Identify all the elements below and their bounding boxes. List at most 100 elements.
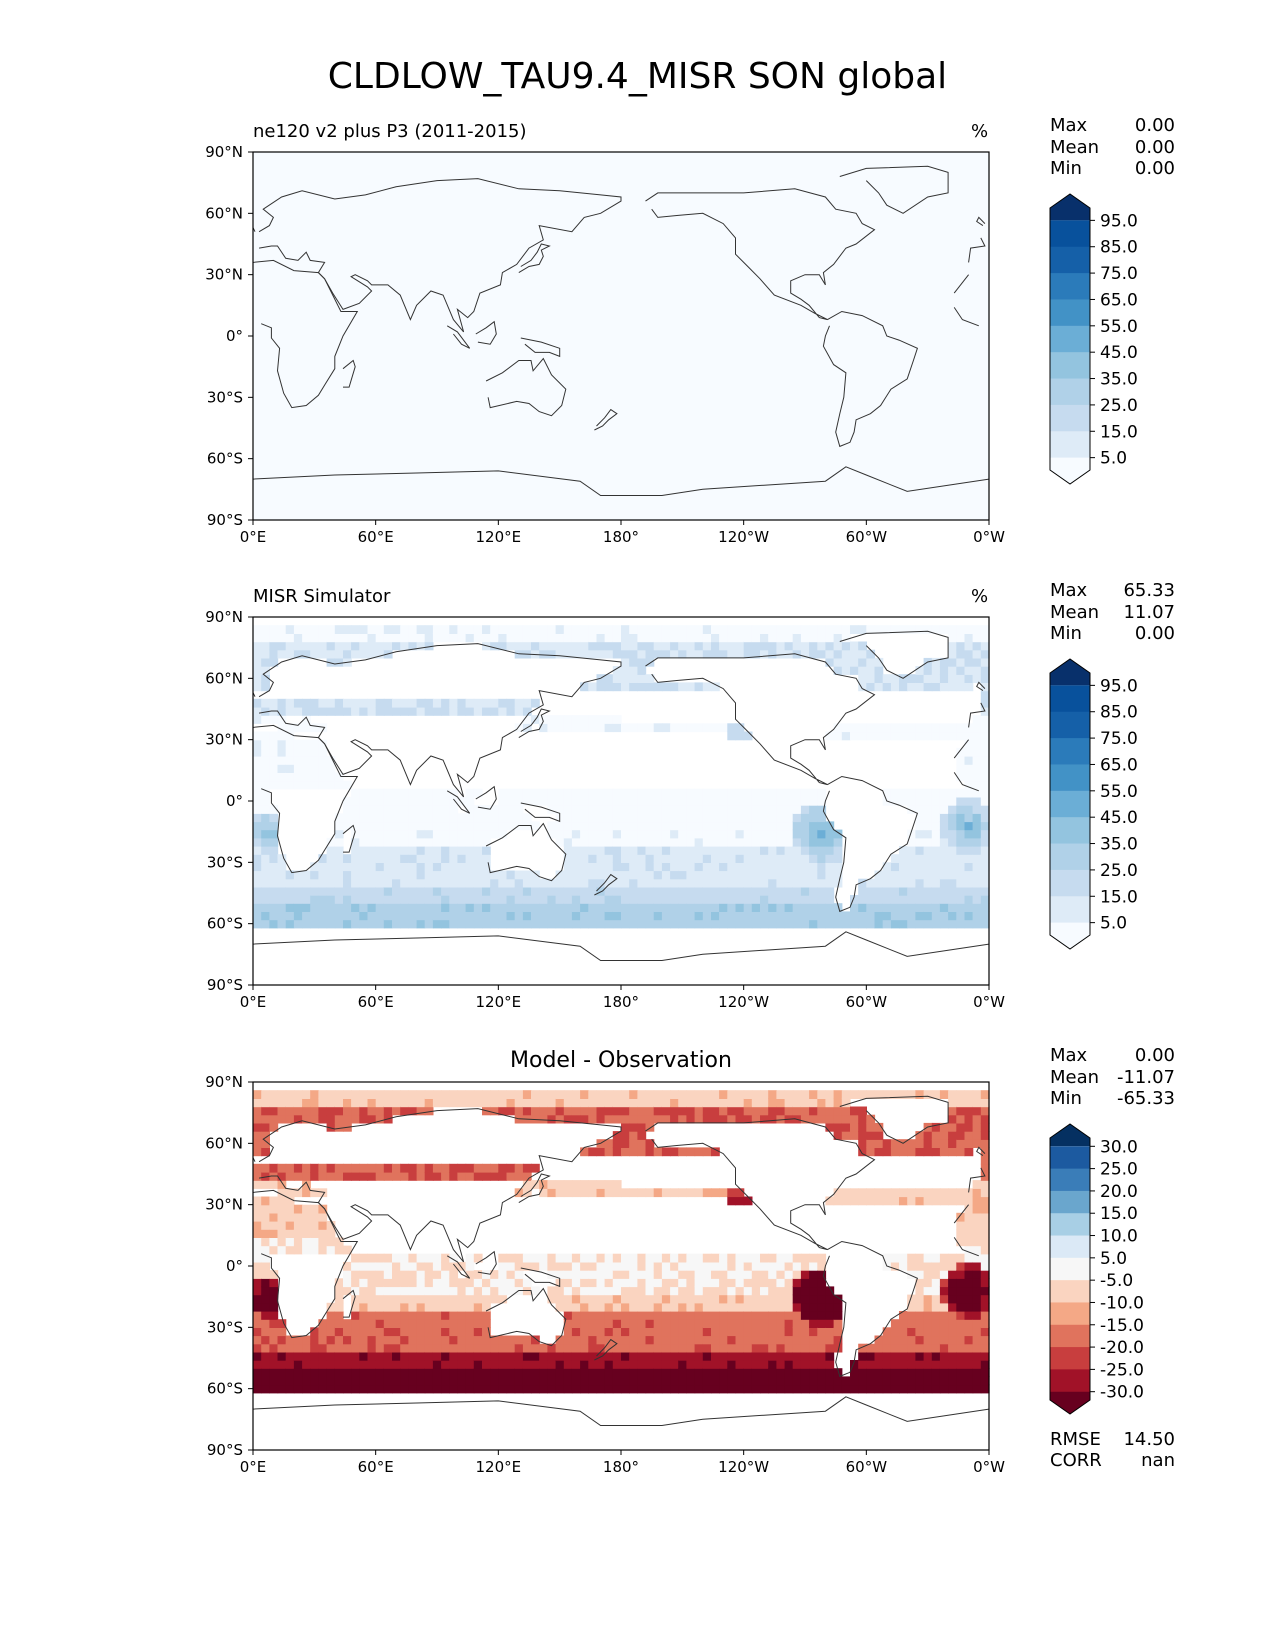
field-cell bbox=[612, 1188, 622, 1198]
field-cell bbox=[800, 1106, 810, 1116]
field-cell bbox=[416, 1278, 426, 1288]
field-cell bbox=[498, 829, 508, 839]
field-cell bbox=[972, 846, 982, 855]
field-cell bbox=[326, 1114, 336, 1124]
field-cell bbox=[604, 625, 614, 634]
field-cell bbox=[678, 723, 687, 733]
field-cell bbox=[800, 870, 810, 880]
field-cell bbox=[784, 862, 794, 872]
field-cell bbox=[964, 756, 974, 765]
field-cell bbox=[727, 633, 737, 643]
field-cell bbox=[285, 641, 295, 651]
field-cell bbox=[890, 1261, 900, 1271]
field-cell bbox=[792, 903, 802, 912]
field-cell bbox=[637, 895, 647, 904]
field-cell bbox=[318, 633, 328, 643]
lon-tick-label: 60°E bbox=[358, 528, 394, 546]
field-cell bbox=[751, 805, 761, 814]
field-cell bbox=[261, 780, 270, 790]
field-cell bbox=[473, 633, 483, 643]
field-cell bbox=[735, 895, 745, 904]
field-cell bbox=[359, 1253, 369, 1263]
field-cell bbox=[899, 682, 908, 692]
field-cell bbox=[392, 1294, 401, 1304]
field-cell bbox=[899, 870, 908, 880]
field-cell bbox=[596, 911, 606, 921]
field-cell bbox=[719, 1270, 728, 1279]
field-cell bbox=[604, 1253, 614, 1263]
field-cell bbox=[670, 813, 679, 823]
field-cell bbox=[874, 1376, 884, 1386]
field-cell bbox=[318, 911, 328, 921]
field-cell bbox=[776, 878, 786, 888]
field-cell bbox=[457, 829, 467, 839]
field-cell bbox=[261, 666, 270, 675]
field-cell bbox=[571, 1106, 581, 1116]
field-cell bbox=[580, 788, 589, 798]
field-cell bbox=[253, 1090, 262, 1099]
field-cell bbox=[980, 829, 990, 839]
field-cell bbox=[719, 837, 728, 847]
field-cell bbox=[269, 715, 279, 724]
field-cell bbox=[310, 764, 319, 773]
field-cell bbox=[915, 1302, 925, 1312]
field-cell bbox=[735, 731, 745, 741]
field-cell bbox=[514, 723, 524, 733]
field-cell bbox=[383, 1098, 393, 1108]
field-cell bbox=[899, 723, 908, 733]
field-cell bbox=[547, 886, 557, 896]
field-cell bbox=[727, 1360, 737, 1369]
field-cell bbox=[809, 1270, 818, 1279]
field-cell bbox=[751, 1261, 761, 1271]
lon-tick-label: 0°W bbox=[973, 528, 1005, 546]
field-cell bbox=[408, 813, 418, 823]
field-cell bbox=[351, 805, 360, 814]
field-cell bbox=[588, 1114, 598, 1124]
field-cell bbox=[637, 813, 647, 823]
field-cell bbox=[702, 1261, 712, 1271]
field-cell bbox=[514, 1351, 524, 1361]
field-cell bbox=[514, 1270, 524, 1279]
borneo-coastline bbox=[475, 1250, 497, 1275]
field-cell bbox=[482, 1098, 491, 1108]
field-cell bbox=[972, 1204, 982, 1214]
field-cell bbox=[375, 1384, 385, 1394]
metric-value: nan bbox=[1141, 1450, 1175, 1471]
field-cell bbox=[923, 1311, 933, 1320]
field-cell bbox=[334, 625, 344, 634]
field-cell bbox=[302, 747, 311, 757]
field-cell bbox=[588, 1294, 598, 1304]
field-cell bbox=[760, 1098, 769, 1108]
antarctica-coastline bbox=[252, 466, 990, 496]
field-cell bbox=[343, 633, 352, 643]
lat-tick-label: 0° bbox=[226, 327, 243, 345]
field-cell bbox=[261, 739, 270, 749]
field-cell bbox=[343, 1351, 352, 1361]
field-cell bbox=[449, 1098, 459, 1108]
field-cell bbox=[694, 796, 704, 806]
field-cell bbox=[555, 1384, 565, 1394]
field-cell bbox=[980, 1196, 990, 1206]
lat-tick-label: 30°S bbox=[207, 1318, 243, 1336]
field-cell bbox=[359, 1384, 369, 1394]
field-cell bbox=[939, 878, 949, 888]
field-cell bbox=[817, 1294, 827, 1304]
field-cell bbox=[392, 895, 401, 904]
field-cell bbox=[277, 1090, 287, 1099]
field-cell bbox=[596, 1384, 606, 1394]
field-cell bbox=[424, 1351, 434, 1361]
field-cell bbox=[980, 895, 990, 904]
field-cell bbox=[858, 1106, 867, 1116]
field-cell bbox=[670, 1261, 679, 1271]
field-cell bbox=[735, 846, 745, 855]
field-cell bbox=[482, 1163, 491, 1173]
field-cell bbox=[441, 805, 450, 814]
field-cell bbox=[253, 1351, 262, 1361]
field-cell bbox=[784, 788, 794, 798]
field-cell bbox=[514, 1261, 524, 1271]
field-cell bbox=[416, 707, 426, 716]
field-cell bbox=[686, 1106, 696, 1116]
field-cell bbox=[637, 870, 647, 880]
field-cell bbox=[768, 1261, 777, 1271]
field-cell bbox=[604, 805, 614, 814]
